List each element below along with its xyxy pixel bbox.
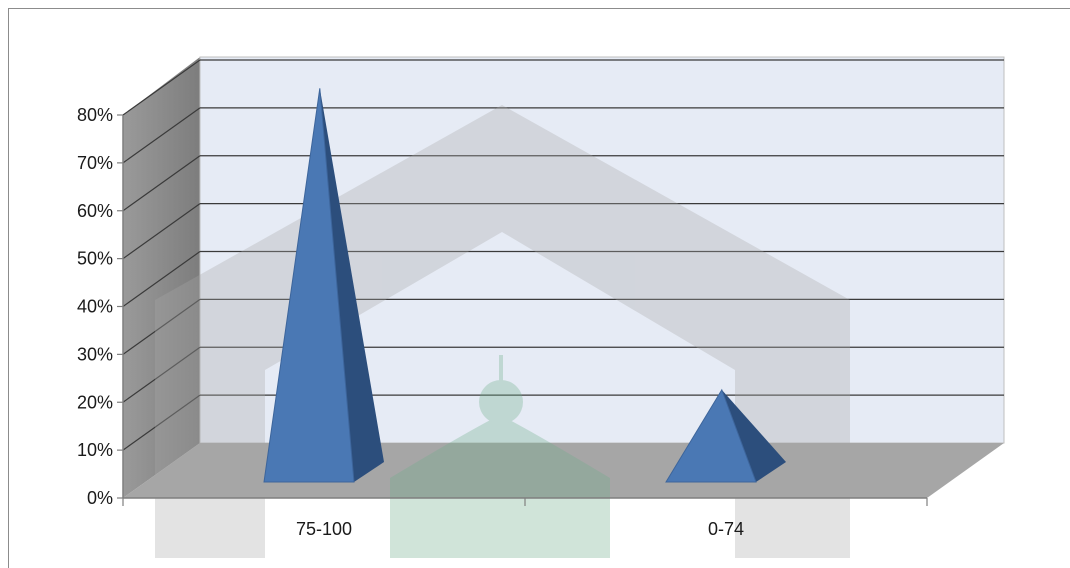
y-tick-label: 50% — [77, 249, 113, 269]
y-tick-label: 80% — [77, 105, 113, 125]
pyramid-side-face — [319, 88, 384, 483]
gridline-side — [122, 251, 201, 307]
gridline-side — [122, 155, 201, 212]
y-tick-label: 40% — [77, 297, 113, 317]
y-axis: 0% 10% 20% 30% 40% 50% 60% 70% 80% — [77, 105, 123, 508]
gridline-side — [122, 107, 201, 164]
gridline-side — [122, 394, 201, 451]
y-tick-label: 60% — [77, 201, 113, 221]
pyramid-front-face — [263, 88, 355, 483]
pyramid-side-face — [721, 389, 786, 482]
gridline-side — [122, 346, 201, 403]
y-tick-label: 10% — [77, 440, 113, 460]
y-tick-label: 30% — [77, 344, 113, 364]
pyramids — [263, 88, 786, 483]
x-axis: 75-100 0-74 — [122, 498, 928, 539]
pyramid-75-100 — [263, 88, 384, 483]
gridline-side — [122, 203, 201, 260]
pyramid-0-74 — [665, 388, 786, 483]
gridline-side — [122, 59, 201, 116]
y-tick-label: 70% — [77, 153, 113, 173]
side-wall — [123, 57, 200, 498]
y-tick-label: 0% — [87, 488, 113, 508]
x-tick-label: 75-100 — [296, 519, 352, 539]
y-tick-label: 20% — [77, 392, 113, 412]
gridline-side — [122, 298, 201, 355]
pyramid-front-face — [665, 388, 757, 483]
x-tick-label: 0-74 — [708, 519, 744, 539]
